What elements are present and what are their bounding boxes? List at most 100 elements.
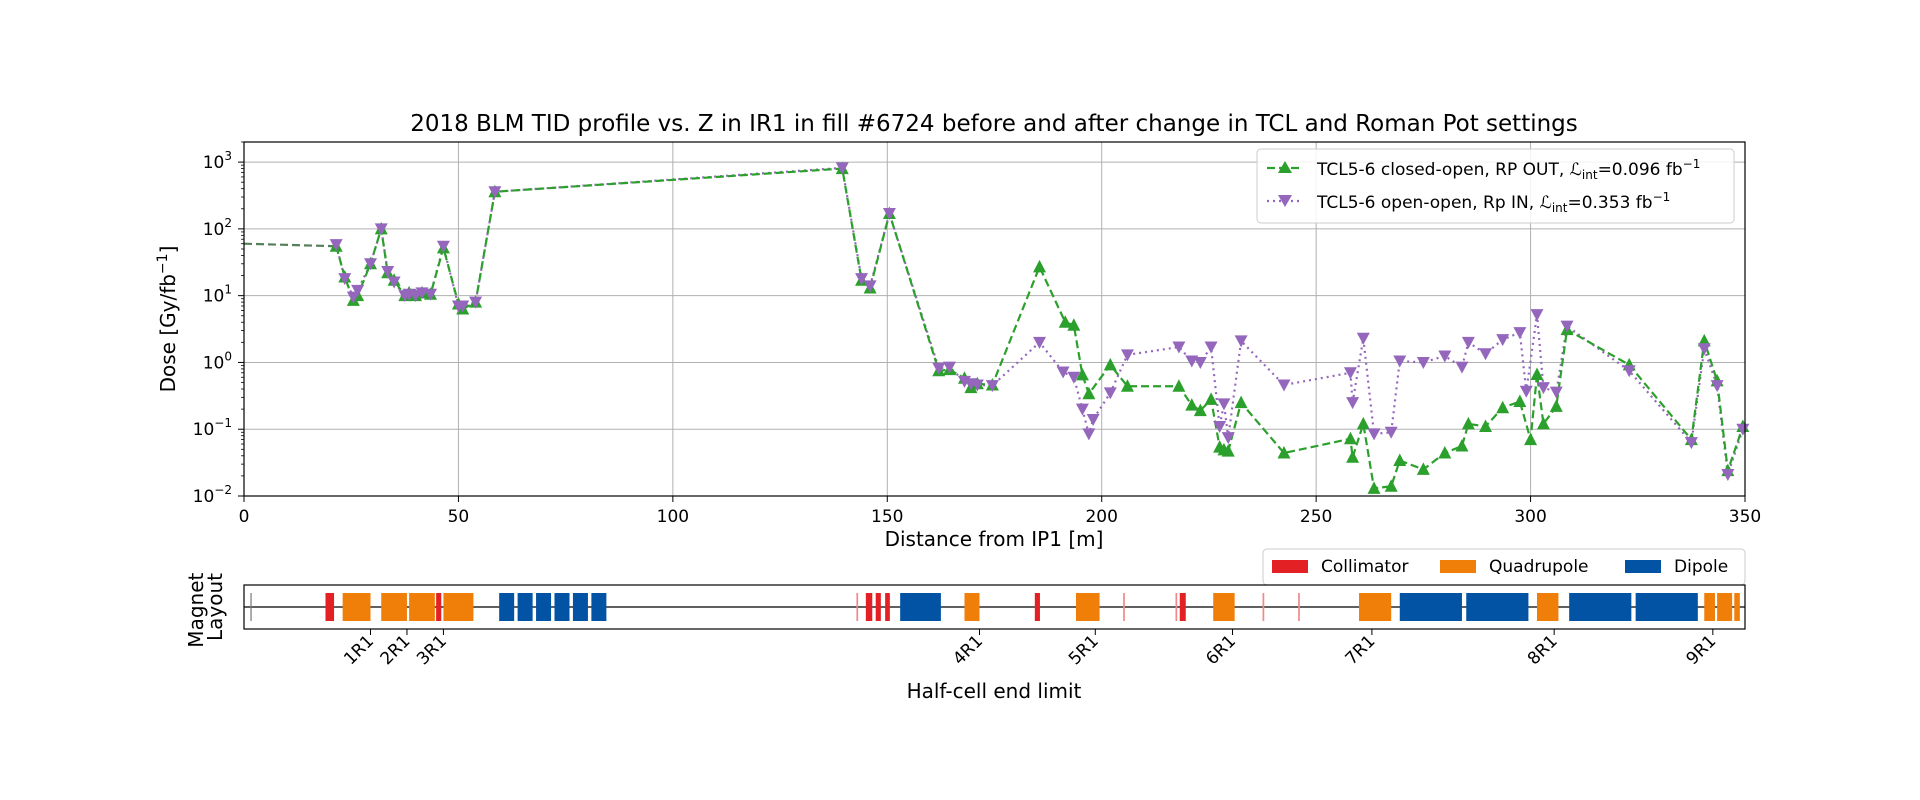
layout-dipole — [499, 593, 515, 621]
series-open-open-point — [1736, 423, 1750, 436]
layout-collimator — [436, 593, 442, 621]
legend-swatch-quadrupole — [1440, 560, 1476, 573]
layout-dipole — [572, 593, 588, 621]
layout-collimator — [1179, 593, 1186, 621]
series-open-open-point — [387, 276, 401, 289]
series-closed-open-point — [1697, 333, 1711, 347]
series-open-open-point — [1221, 432, 1235, 445]
legend-label-collimator: Collimator — [1321, 557, 1408, 577]
layout-collimator — [856, 593, 859, 621]
series-closed-open-point — [1416, 462, 1430, 475]
legend-text-open-open: TCL5-6 open-open, Rp IN, — [1316, 193, 1540, 213]
series-open-open-point — [1343, 367, 1357, 380]
legend-label-quadrupole: Quadrupole — [1489, 557, 1589, 577]
dose-chart: 2018 BLM TID profile vs. Z in IR1 in fil… — [155, 111, 1761, 551]
y-tick-label: 100 — [203, 349, 232, 373]
series-open-open-point — [1213, 420, 1227, 433]
series-closed-open-point — [1103, 357, 1117, 371]
series-closed-open-point — [1120, 379, 1134, 392]
series-open-open-point — [932, 362, 946, 375]
y-tick-exp: 0 — [224, 349, 232, 363]
layout-quadrupole — [1537, 593, 1559, 621]
series-open-open-point — [338, 273, 352, 286]
layout-dipole — [517, 593, 533, 621]
layout-y-label: Magnet Layout — [184, 566, 227, 647]
chart-legend: TCL5-6 closed-open, RP OUT, ℒint=0.096 f… — [1256, 148, 1735, 224]
layout-quadrupole — [381, 593, 407, 621]
y-tick-base: 10 — [193, 487, 215, 507]
series-open-open-point — [1697, 343, 1711, 356]
series-open-open-point — [1684, 437, 1698, 450]
half-cell-label: 8R1 — [1524, 631, 1562, 669]
layout-legend: Collimator Quadrupole Dipole — [1262, 548, 1746, 586]
layout-collimator — [1034, 593, 1040, 621]
half-cell-label: 7R1 — [1342, 631, 1380, 669]
layout-quadrupole — [1075, 593, 1100, 621]
y-axis-label: Dose [Gy/fb−1] — [155, 246, 180, 393]
lumi-symbol-icon: ℒ — [1570, 160, 1582, 180]
series-open-open-point — [1075, 403, 1089, 416]
y-axis-label-main: Dose [Gy/fb — [156, 274, 180, 392]
legend-swatch-dipole — [1625, 560, 1661, 573]
lead-line — [243, 242, 337, 248]
series-open-open-point — [329, 239, 343, 252]
x-tick-label: 200 — [1085, 507, 1117, 527]
series-closed-open-point — [1067, 318, 1081, 331]
legend-entry-open-open: TCL5-6 open-open, Rp IN, ℒint=0.353 fb−1 — [1267, 190, 1670, 215]
layout-elements — [250, 593, 1740, 621]
layout-quadrupole — [342, 593, 371, 621]
layout-collimator — [325, 593, 335, 621]
y-axis-label-end: ] — [156, 246, 180, 254]
series-open-open-point — [970, 379, 984, 392]
x-tick-label: 250 — [1300, 507, 1332, 527]
series-open-open-point — [1549, 386, 1563, 399]
y-tick-label: 10−2 — [193, 483, 232, 507]
y-tick-label: 103 — [203, 149, 232, 173]
series-open-open-point — [1393, 355, 1407, 368]
series-closed-open-point — [1204, 392, 1218, 405]
series-open-open-point — [381, 266, 395, 279]
series-open-open-point — [469, 296, 483, 309]
legend-swatch-collimator — [1272, 560, 1308, 573]
series-open-open-point — [942, 361, 956, 374]
layout-dipole — [1466, 593, 1529, 621]
series-open-open-point — [835, 162, 849, 175]
series-open-open-point — [1519, 385, 1533, 398]
layout-quadrupole — [1704, 593, 1715, 621]
series-open-open-point — [1277, 379, 1291, 392]
series-closed-open-point — [1461, 416, 1475, 430]
series-closed-open-point — [1479, 419, 1493, 432]
layout-y-label-line2: Layout — [203, 573, 227, 641]
layout-quadrupole — [1734, 593, 1740, 621]
y-tick-base: 10 — [203, 153, 225, 173]
y-tick-exp: −1 — [214, 416, 232, 430]
layout-quadrupole — [443, 593, 474, 621]
y-tick-label: 101 — [203, 283, 232, 307]
half-cell-label: 9R1 — [1683, 631, 1721, 669]
series-open-open-point — [1234, 335, 1248, 348]
series-closed-open-point — [1530, 367, 1544, 380]
series-closed-open-point — [1496, 400, 1510, 414]
half-cell-label: 6R1 — [1202, 631, 1240, 669]
layout-collimator — [1262, 593, 1265, 621]
half-cell-label: 2R1 — [377, 631, 415, 669]
series-closed-open-point — [1524, 432, 1538, 446]
series-closed-open-point — [1221, 444, 1235, 457]
half-cell-label: 3R1 — [413, 631, 451, 669]
layout-quadrupole — [1213, 593, 1235, 621]
series-open-open-point — [456, 300, 470, 313]
y-tick-exp: −2 — [214, 483, 232, 497]
series-closed-open-point — [1513, 394, 1527, 408]
series-closed-open-markers — [329, 161, 1750, 494]
layout-collimator — [1123, 593, 1125, 621]
y-tick-base: 10 — [203, 287, 225, 307]
series-open-open-point — [1367, 428, 1381, 441]
series-closed-open-point — [1343, 431, 1357, 445]
series-open-open-point — [1172, 341, 1186, 354]
series-open-open-point — [1536, 382, 1550, 395]
layout-dipole — [1399, 593, 1462, 621]
series-open-open-markers — [329, 162, 1750, 481]
legend-sup-open-open: −1 — [1653, 190, 1671, 204]
